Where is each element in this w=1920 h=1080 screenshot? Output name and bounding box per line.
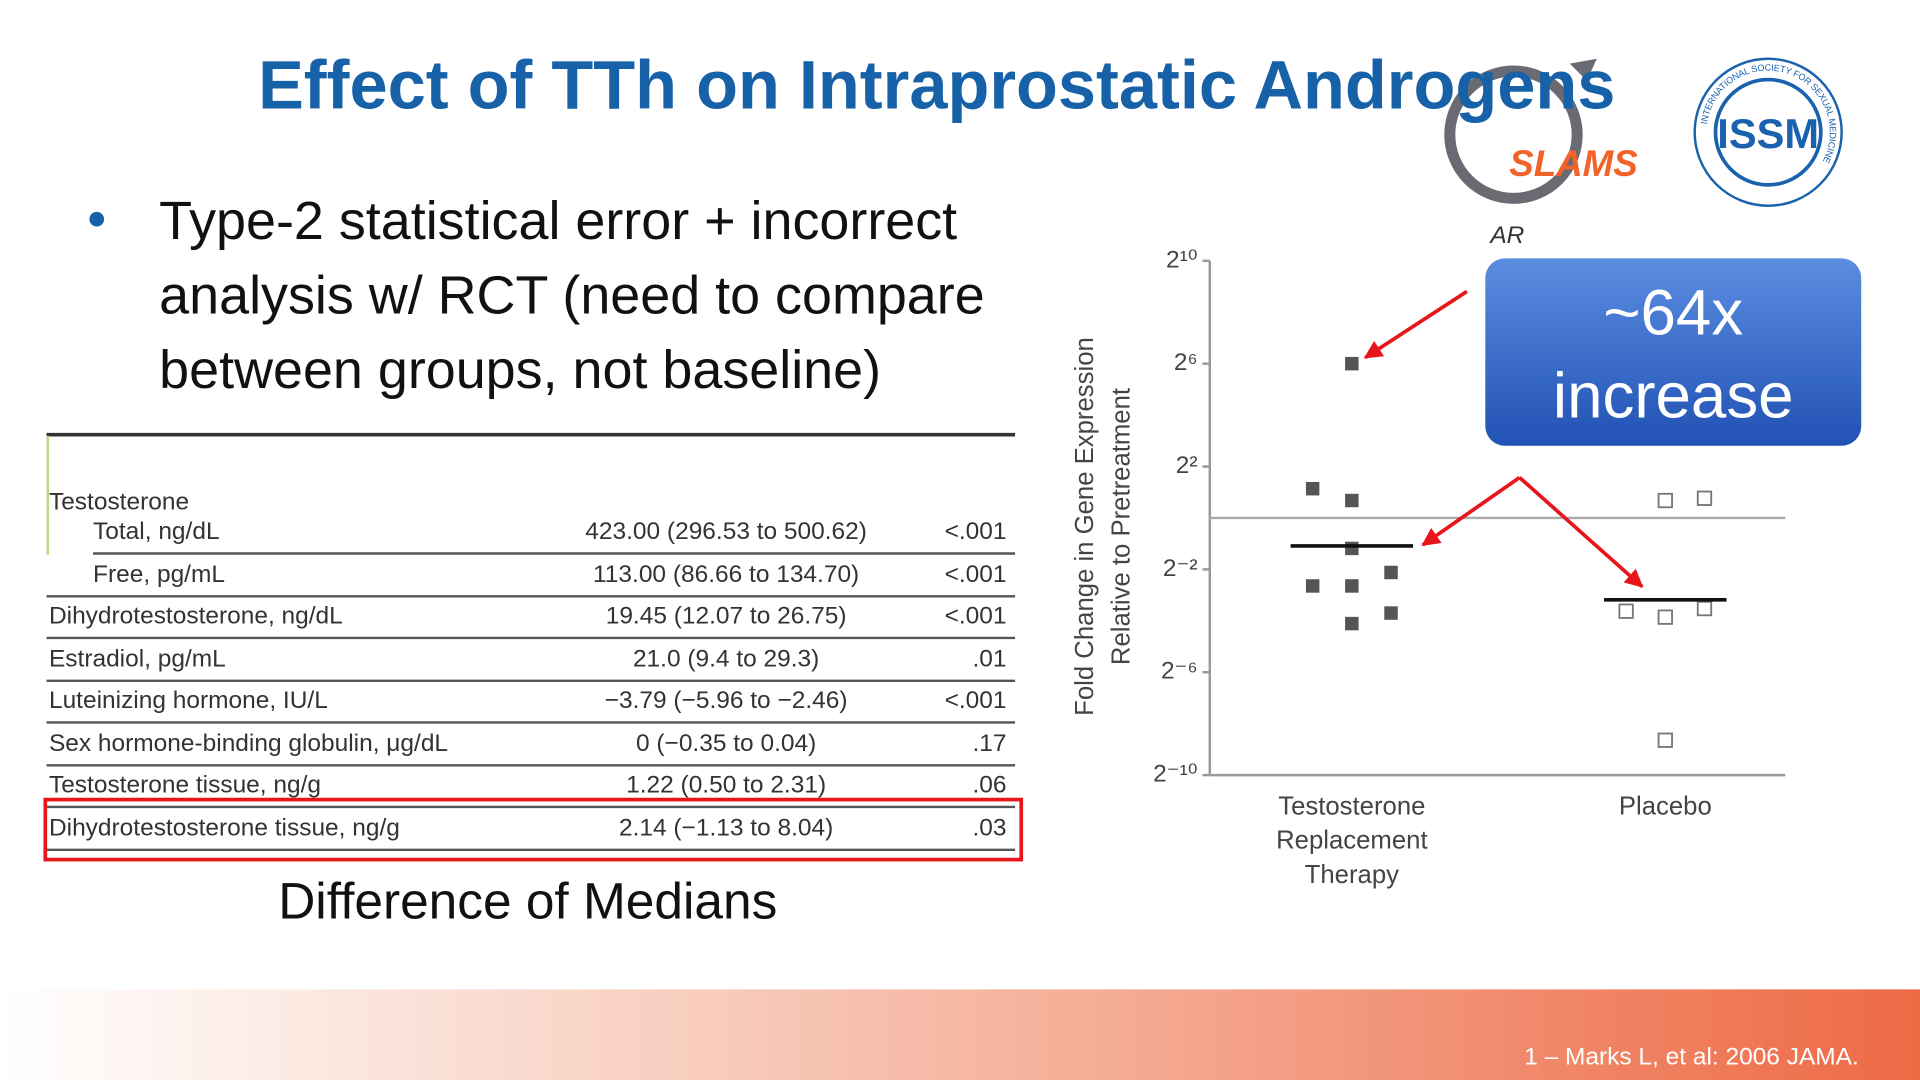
- point: [1657, 609, 1673, 625]
- row-value: −3.79 (−5.96 to −2.46): [605, 687, 848, 714]
- arrow: [1518, 476, 1644, 588]
- y-axis-label: Relative to Pretreatment: [1108, 388, 1136, 665]
- point: [1618, 603, 1634, 619]
- x-label-holder: Placebo: [1618, 792, 1712, 821]
- point: [1305, 579, 1320, 593]
- point: [1696, 600, 1713, 617]
- footer-band: [0, 989, 1920, 1080]
- x-label-holder: Testosterone Replacement Therapy: [1276, 792, 1428, 889]
- row-label: Testosterone tissue, ng/g: [49, 772, 321, 799]
- row-label: Total, ng/dL: [93, 518, 220, 545]
- row-p: .06: [973, 772, 1007, 799]
- point: [1384, 606, 1398, 620]
- bullet-text: Type-2 statistical error + incorrect ana…: [159, 191, 985, 401]
- row-label: Testosterone: [49, 489, 189, 516]
- bullet-dot: [89, 211, 105, 227]
- y-tick-label: 2⁻⁶: [1161, 658, 1198, 685]
- point: [1696, 490, 1713, 506]
- row-label: Estradiol, pg/mL: [49, 645, 226, 672]
- annotation-box: [1485, 258, 1862, 446]
- row-value: 423.00 (296.53 to 500.62): [585, 518, 867, 545]
- row-p: <.001: [945, 687, 1007, 714]
- arrow: [1421, 476, 1521, 547]
- row-label: Sex hormone-binding globulin, μg/dL: [49, 730, 448, 757]
- point: [1657, 732, 1673, 748]
- row-value: 21.0 (9.4 to 29.3): [633, 645, 819, 672]
- row-value: 1.22 (0.50 to 2.31): [626, 772, 826, 799]
- row-p: <.001: [945, 518, 1007, 545]
- arrow: [1363, 289, 1468, 360]
- y-tick-label: 2¹⁰: [1166, 246, 1198, 273]
- annotation-holder: ~64x increase: [1552, 277, 1794, 433]
- point: [1384, 565, 1398, 580]
- issm-logo: ISSM: [1717, 110, 1819, 157]
- x-tick-label: Placebo: [1618, 792, 1712, 821]
- slams-logo: SLAMS: [1509, 143, 1638, 184]
- slide-title: Effect of TTh on Intraprostatic Androgen…: [258, 47, 1615, 124]
- row-value: 113.00 (86.66 to 134.70): [593, 561, 859, 588]
- y-tick-label: 2⁻²: [1163, 555, 1198, 582]
- row-label: Luteinizing hormone, IU/L: [49, 687, 328, 714]
- point: [1345, 493, 1359, 508]
- point: [1345, 616, 1359, 631]
- row-p: <.001: [945, 603, 1007, 630]
- row-value: 19.45 (12.07 to 26.75): [606, 603, 847, 630]
- slams-arrow: [1569, 58, 1597, 81]
- y-tick-label: 2⁶: [1174, 349, 1198, 376]
- chart: AR Fold Change in Gene Expression Relative…: [1071, 222, 1786, 889]
- point: [1345, 541, 1359, 556]
- y-tick-label: 2²: [1176, 452, 1198, 479]
- point: [1305, 481, 1320, 496]
- y-tick-label: 2⁻¹⁰: [1153, 761, 1197, 788]
- row-p: .03: [973, 814, 1007, 841]
- table-caption: Difference of Medians: [278, 871, 777, 929]
- citation: 1 – Marks L, et al: 2006 JAMA.: [1524, 1043, 1859, 1070]
- y-axis-label: Fold Change in Gene Expression: [1071, 337, 1099, 716]
- row-label: Dihydrotestosterone tissue, ng/g: [49, 814, 400, 841]
- point: [1345, 356, 1359, 371]
- row-value: 0 (−0.35 to 0.04): [636, 730, 816, 757]
- annotation-text: ~64x increase: [1552, 277, 1794, 433]
- x-tick-label: Testosterone Replacement Therapy: [1276, 792, 1428, 889]
- chart-title: AR: [1488, 222, 1524, 249]
- row-label: Dihydrotestosterone, ng/dL: [49, 603, 343, 630]
- point: [1657, 492, 1673, 509]
- bullet-box: Type-2 statistical error + incorrect ana…: [159, 191, 985, 401]
- row-p: .17: [973, 730, 1007, 757]
- row-p: .01: [973, 645, 1007, 672]
- row-p: <.001: [945, 561, 1007, 588]
- row-value: 2.14 (−1.13 to 8.04): [619, 814, 833, 841]
- row-label: Free, pg/mL: [93, 561, 225, 588]
- slams-ring: [1444, 65, 1583, 204]
- point: [1345, 579, 1359, 593]
- highlight-box: [43, 797, 1024, 862]
- issm-inner: [1713, 77, 1823, 187]
